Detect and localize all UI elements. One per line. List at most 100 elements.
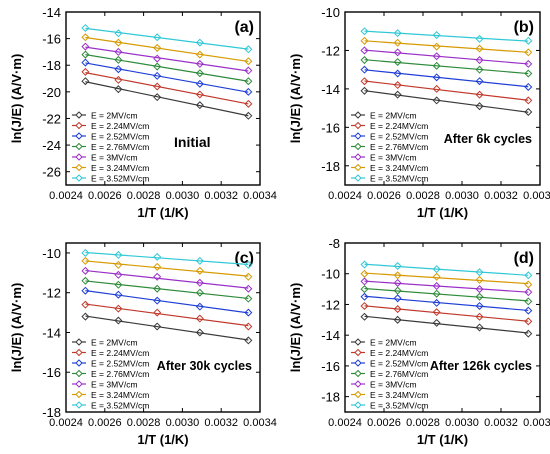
data-point (244, 284, 253, 293)
y-tick-label: -18 (321, 390, 340, 405)
data-point (81, 312, 90, 321)
legend-entry: E = 2MV/cm (72, 111, 138, 121)
data-point (81, 58, 90, 67)
data-point (360, 65, 369, 74)
y-tick-label: -14 (42, 325, 61, 340)
legend-entry: E = 2.76MV/cm (351, 369, 428, 379)
data-point (475, 275, 484, 284)
data-point (360, 77, 369, 86)
data-point (114, 75, 123, 84)
y-tick-label: -16 (321, 359, 340, 374)
data-point (114, 55, 123, 64)
data-point (524, 329, 533, 338)
data-point (393, 48, 402, 57)
legend-label: E = 2.52MV/cm (91, 132, 149, 142)
legend-label: E = 2.24MV/cm (370, 121, 428, 131)
data-point (153, 54, 162, 63)
data-point (244, 45, 253, 54)
data-point (524, 69, 533, 78)
fit-line (364, 272, 529, 285)
legend-marker (354, 359, 362, 367)
fit-line (364, 90, 529, 113)
x-tick-label: 0.0032 (484, 190, 518, 202)
fit-line (85, 54, 249, 82)
legend-marker (75, 163, 83, 172)
y-tick-label: -12 (42, 286, 61, 301)
data-point (195, 256, 204, 265)
legend-label: E = 2.52MV/cm (91, 359, 149, 369)
data-point (475, 102, 484, 111)
legend-entry: E = 2.24MV/cm (351, 348, 428, 358)
legend-label: E = 2.76MV/cm (91, 142, 149, 152)
data-point (393, 29, 402, 38)
legend-entry: E = 3.52MV/cm (72, 401, 149, 411)
data-point (244, 99, 253, 108)
legend-entry: E = 2.76MV/cm (72, 369, 149, 379)
series-6 (360, 36, 533, 57)
data-point (475, 301, 484, 310)
legend-entry: E = 3MV/cm (351, 153, 417, 163)
legend-marker (75, 174, 83, 182)
data-point (475, 268, 484, 277)
data-point (81, 248, 90, 257)
chart-panel-1: 0.0024 0.0026 0.0028 0.0030 0.0032 0.0034 -26 -… (9, 5, 277, 220)
legend-entry: E = 2.52MV/cm (351, 359, 428, 369)
legend-entry: E = 2.24MV/cm (351, 121, 428, 131)
data-point (393, 81, 402, 90)
data-point (524, 297, 533, 306)
x-tick-label: 0.0030 (166, 417, 200, 429)
data-point (195, 38, 204, 47)
legend-marker (354, 369, 362, 378)
data-point (153, 33, 162, 42)
x-tick-label: 0.0034 (243, 417, 277, 429)
fit-line (85, 36, 249, 63)
data-point (393, 262, 402, 271)
data-point (475, 323, 484, 332)
plot-frame (65, 242, 261, 413)
data-point (432, 272, 441, 281)
data-point (432, 96, 441, 105)
series-5 (81, 266, 253, 293)
data-point (195, 288, 204, 297)
data-point (81, 276, 90, 285)
data-point (360, 285, 369, 294)
x-axis-label: 1/T (1/K) (417, 205, 468, 220)
data-point (524, 82, 533, 91)
data-point (360, 46, 369, 55)
data-point (114, 38, 123, 47)
data-point (153, 43, 162, 52)
x-tick-label: 0.0032 (204, 417, 238, 429)
y-tick-label: -24 (42, 138, 61, 153)
series-3 (81, 286, 253, 317)
data-point (153, 252, 162, 261)
data-point (244, 260, 253, 269)
data-point (524, 96, 533, 105)
data-point (244, 77, 253, 86)
legend-label: E = 2MV/cm (370, 111, 417, 121)
x-tick-label: 0.0028 (406, 417, 440, 429)
series-6 (81, 33, 253, 66)
legend-label: E = 3MV/cm (91, 153, 138, 163)
y-axis-label: ln(J/E) (A/V·m) (9, 54, 24, 144)
fit-line (85, 27, 249, 50)
legend-entry: E = 2MV/cm (351, 338, 417, 348)
data-point (524, 48, 533, 57)
legend-label: E = 3.52MV/cm (91, 174, 149, 184)
legend-entry: E = 3MV/cm (72, 153, 138, 163)
panel-annotation: After 30k cycles (157, 359, 252, 373)
data-point (81, 42, 90, 51)
legend-label: E = 3MV/cm (370, 380, 417, 390)
data-point (475, 90, 484, 99)
fit-line (364, 287, 529, 302)
series-1 (360, 312, 533, 338)
data-point (475, 292, 484, 301)
x-tick-label: 0.0028 (127, 190, 161, 202)
data-point (81, 23, 90, 32)
data-point (432, 298, 441, 307)
series-3 (81, 58, 253, 96)
data-point (524, 288, 533, 297)
data-point (393, 69, 402, 78)
fit-line (364, 305, 529, 322)
panel-annotation: Initial (174, 134, 211, 150)
